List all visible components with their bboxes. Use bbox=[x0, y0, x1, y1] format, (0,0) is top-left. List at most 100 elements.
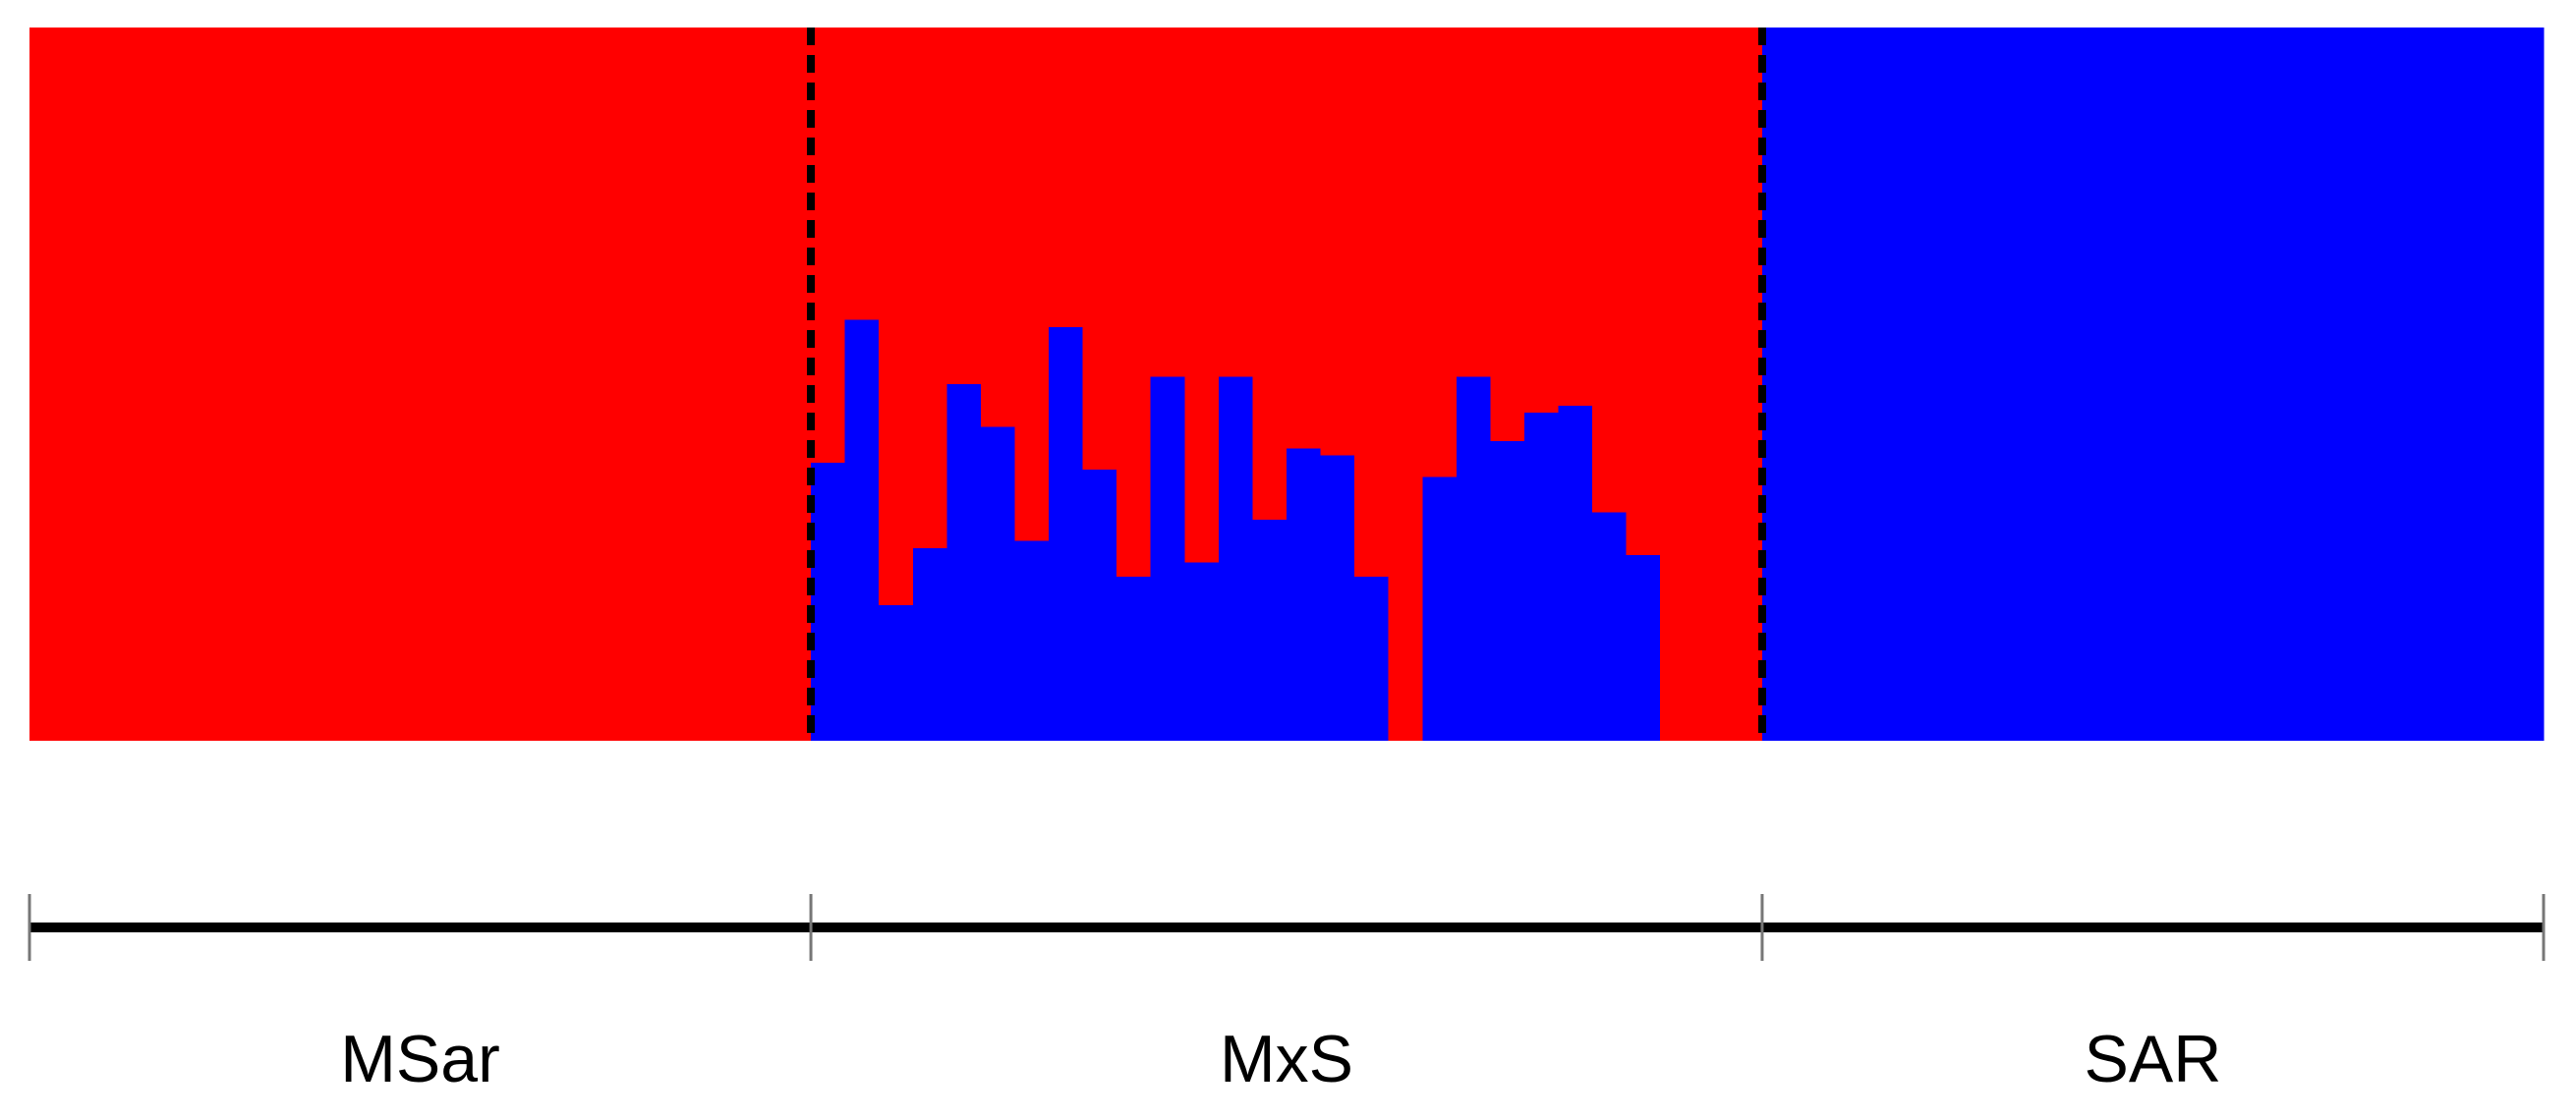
bar-segment bbox=[1660, 28, 1695, 741]
bar-segment bbox=[2509, 28, 2545, 741]
bar-segment bbox=[2407, 28, 2442, 741]
bar-segment bbox=[1320, 455, 1355, 741]
bar-segment bbox=[844, 319, 880, 741]
bar-segment bbox=[1523, 413, 1560, 741]
bar-segment bbox=[1558, 28, 1593, 406]
bar-segment bbox=[266, 28, 303, 741]
bar-segment bbox=[1150, 28, 1185, 377]
bar-segment bbox=[879, 28, 914, 606]
bar-segment bbox=[1354, 28, 1390, 578]
bar-segment bbox=[1014, 540, 1050, 741]
group-label: MxS bbox=[1220, 1022, 1353, 1096]
bar-segment bbox=[844, 28, 880, 320]
bar-segment bbox=[97, 28, 133, 741]
bar-segment bbox=[1049, 28, 1084, 327]
group-label: SAR bbox=[2085, 1022, 2222, 1096]
bar-segment bbox=[1626, 28, 1661, 556]
bar-segment bbox=[1728, 28, 1763, 741]
bar-segment bbox=[1354, 577, 1390, 741]
bar-segment bbox=[1931, 28, 1967, 741]
bar-segment bbox=[1082, 28, 1117, 471]
group-label: MSar bbox=[340, 1022, 499, 1096]
bar-segment bbox=[2374, 28, 2409, 741]
bar-segment bbox=[1218, 376, 1254, 741]
bar-segment bbox=[811, 28, 846, 463]
bar-segment bbox=[1422, 476, 1458, 741]
bar-segment bbox=[2169, 28, 2204, 741]
bar-segment bbox=[946, 28, 982, 384]
bar-segment bbox=[2237, 28, 2273, 741]
bar-segment bbox=[946, 384, 982, 741]
bar-segment bbox=[1592, 28, 1628, 513]
bar-segment bbox=[879, 605, 914, 741]
bar-segment bbox=[301, 28, 336, 741]
bar-segment bbox=[2306, 28, 2341, 741]
bar-segment bbox=[641, 28, 676, 741]
bar-segment bbox=[1626, 555, 1661, 741]
bar-segment bbox=[1049, 326, 1084, 741]
bar-segment bbox=[1388, 28, 1423, 741]
bar-segment bbox=[1320, 28, 1355, 456]
bar-segment bbox=[2033, 28, 2069, 741]
bar-segment bbox=[709, 28, 744, 741]
bar-segment bbox=[2101, 28, 2137, 741]
bar-segment bbox=[1456, 28, 1492, 377]
bar-segment bbox=[2136, 28, 2171, 741]
bar-segment bbox=[912, 547, 947, 741]
bar-segment bbox=[1252, 519, 1288, 741]
bar-segment bbox=[1116, 28, 1152, 578]
bar-segment bbox=[1898, 28, 1933, 741]
bar-segment bbox=[912, 28, 947, 548]
bar-segment bbox=[2475, 28, 2511, 741]
bar-segment bbox=[2271, 28, 2307, 741]
bar-segment bbox=[674, 28, 710, 741]
bar-segment bbox=[1999, 28, 2035, 741]
bar-segment bbox=[980, 426, 1016, 741]
bar-segment bbox=[980, 28, 1016, 427]
bar-segment bbox=[63, 28, 98, 741]
bar-segment bbox=[131, 28, 166, 741]
bar-segment bbox=[742, 28, 778, 741]
bar-segment bbox=[1287, 448, 1322, 741]
bar-segment bbox=[1490, 441, 1525, 741]
bar-segment bbox=[1761, 28, 1798, 741]
bar-segment bbox=[1592, 512, 1628, 741]
bar-segment bbox=[29, 28, 65, 741]
bar-segment bbox=[369, 28, 404, 741]
bar-segment bbox=[1830, 28, 1865, 741]
bar-segment bbox=[1184, 28, 1220, 563]
bar-segment bbox=[165, 28, 200, 741]
bar-segment bbox=[1693, 28, 1729, 741]
bar-segment bbox=[199, 28, 235, 741]
bar-segment bbox=[2339, 28, 2375, 741]
bar-segment bbox=[1966, 28, 2001, 741]
bar-segment bbox=[436, 28, 472, 741]
bar-segment bbox=[1422, 28, 1458, 477]
bar-segment bbox=[1456, 376, 1492, 741]
bar-segment bbox=[1218, 28, 1254, 377]
bar-segment bbox=[1252, 28, 1288, 520]
bar-segment bbox=[606, 28, 642, 741]
bar-segment bbox=[1287, 28, 1322, 449]
bar-segment bbox=[2068, 28, 2103, 741]
bar-segment bbox=[2204, 28, 2239, 741]
bar-segment bbox=[471, 28, 506, 741]
bar-segment bbox=[811, 462, 846, 741]
bar-segment bbox=[403, 28, 438, 741]
bar-segment bbox=[335, 28, 371, 741]
bar-segment bbox=[1014, 28, 1050, 541]
bar-segment bbox=[1082, 470, 1117, 741]
bar-segment bbox=[573, 28, 608, 741]
bar-segment bbox=[1116, 577, 1152, 741]
bar-segment bbox=[1150, 376, 1185, 741]
bar-segment bbox=[1558, 405, 1593, 741]
bar-segment bbox=[233, 28, 268, 741]
bar-segment bbox=[1184, 562, 1220, 741]
bar-segment bbox=[504, 28, 541, 741]
bar-segment bbox=[2441, 28, 2477, 741]
bar-segment bbox=[1523, 28, 1560, 414]
bar-segment bbox=[1863, 28, 1899, 741]
bar-segment bbox=[539, 28, 574, 741]
bar-segment bbox=[1796, 28, 1831, 741]
